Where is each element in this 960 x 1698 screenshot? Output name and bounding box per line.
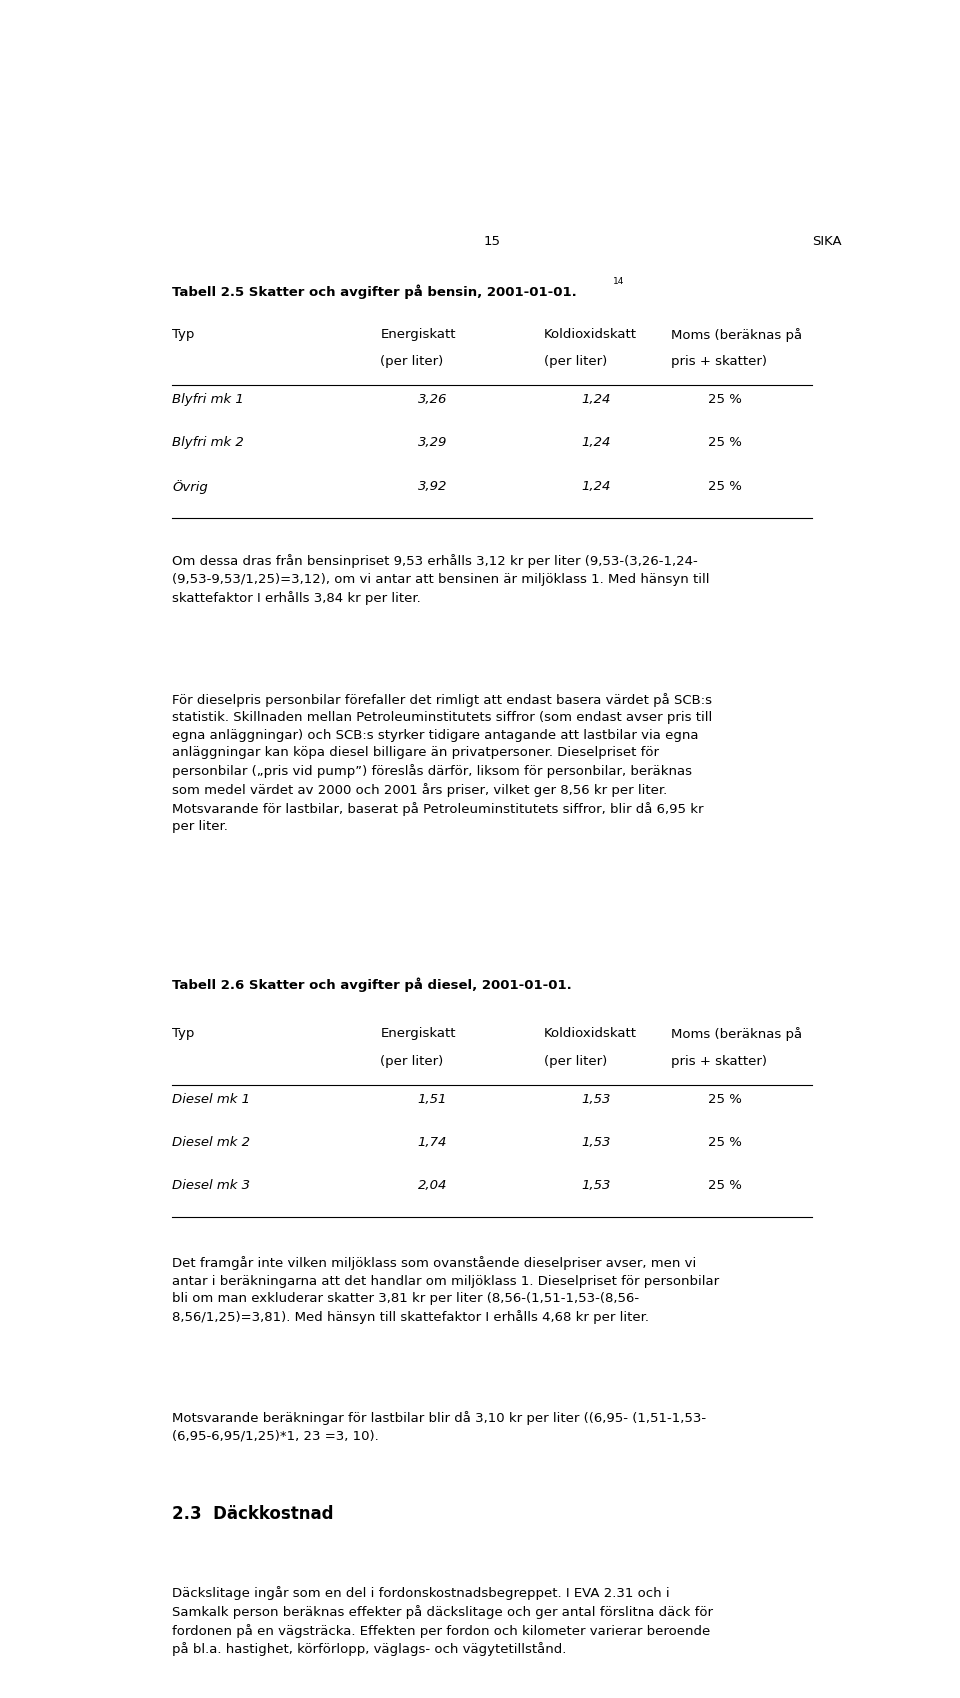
Text: 25 %: 25 % [708, 1094, 742, 1105]
Text: 1,24: 1,24 [581, 436, 611, 450]
Text: 25 %: 25 % [708, 479, 742, 492]
Text: Moms (beräknas på: Moms (beräknas på [670, 328, 802, 341]
Text: Tabell 2.6 Skatter och avgifter på diesel, 2001-01-01.: Tabell 2.6 Skatter och avgifter på diese… [172, 978, 572, 992]
Text: (per liter): (per liter) [544, 355, 608, 368]
Text: 3,92: 3,92 [418, 479, 447, 492]
Text: 3,29: 3,29 [418, 436, 447, 450]
Text: Koldioxidskatt: Koldioxidskatt [544, 1027, 637, 1041]
Text: Typ: Typ [172, 328, 195, 341]
Text: Koldioxidskatt: Koldioxidskatt [544, 328, 637, 341]
Text: Diesel mk 3: Diesel mk 3 [172, 1178, 250, 1192]
Text: Diesel mk 1: Diesel mk 1 [172, 1094, 250, 1105]
Text: Om dessa dras från bensinpriset 9,53 erhålls 3,12 kr per liter (9,53-(3,26-1,24-: Om dessa dras från bensinpriset 9,53 erh… [172, 554, 709, 604]
Text: Energiskatt: Energiskatt [380, 328, 456, 341]
Text: 1,24: 1,24 [581, 394, 611, 406]
Text: 1,53: 1,53 [581, 1094, 611, 1105]
Text: För dieselpris personbilar förefaller det rimligt att endast basera värdet på SC: För dieselpris personbilar förefaller de… [172, 693, 712, 834]
Text: 25 %: 25 % [708, 1178, 742, 1192]
Text: Diesel mk 2: Diesel mk 2 [172, 1136, 250, 1150]
Text: Energiskatt: Energiskatt [380, 1027, 456, 1041]
Text: 1,53: 1,53 [581, 1178, 611, 1192]
Text: Typ: Typ [172, 1027, 195, 1041]
Text: 25 %: 25 % [708, 394, 742, 406]
Text: 2,04: 2,04 [418, 1178, 447, 1192]
Text: Blyfri mk 1: Blyfri mk 1 [172, 394, 244, 406]
Text: 15: 15 [484, 234, 500, 248]
Text: 1,74: 1,74 [418, 1136, 447, 1150]
Text: (per liter): (per liter) [380, 355, 444, 368]
Text: SIKA: SIKA [812, 234, 842, 248]
Text: Motsvarande beräkningar för lastbilar blir då 3,10 kr per liter ((6,95- (1,51-1,: Motsvarande beräkningar för lastbilar bl… [172, 1411, 707, 1442]
Text: Tabell 2.5 Skatter och avgifter på bensin, 2001-01-01.: Tabell 2.5 Skatter och avgifter på bensi… [172, 285, 577, 299]
Text: (per liter): (per liter) [380, 1054, 444, 1068]
Text: 14: 14 [613, 277, 625, 285]
Text: Moms (beräknas på: Moms (beräknas på [670, 1027, 802, 1041]
Text: 2.3  Däckkostnad: 2.3 Däckkostnad [172, 1504, 333, 1523]
Text: pris + skatter): pris + skatter) [670, 355, 766, 368]
Text: 1,24: 1,24 [581, 479, 611, 492]
Text: 25 %: 25 % [708, 1136, 742, 1150]
Text: 1,51: 1,51 [418, 1094, 447, 1105]
Text: (per liter): (per liter) [544, 1054, 608, 1068]
Text: Blyfri mk 2: Blyfri mk 2 [172, 436, 244, 450]
Text: Övrig: Övrig [172, 479, 207, 494]
Text: Det framgår inte vilken miljöklass som ovanstående dieselpriser avser, men vi
an: Det framgår inte vilken miljöklass som o… [172, 1257, 719, 1324]
Text: 25 %: 25 % [708, 436, 742, 450]
Text: pris + skatter): pris + skatter) [670, 1054, 766, 1068]
Text: Däckslitage ingår som en del i fordonskostnadsbegreppet. I EVA 2.31 och i
Samkal: Däckslitage ingår som en del i fordonsko… [172, 1586, 713, 1657]
Text: 1,53: 1,53 [581, 1136, 611, 1150]
Text: 3,26: 3,26 [418, 394, 447, 406]
